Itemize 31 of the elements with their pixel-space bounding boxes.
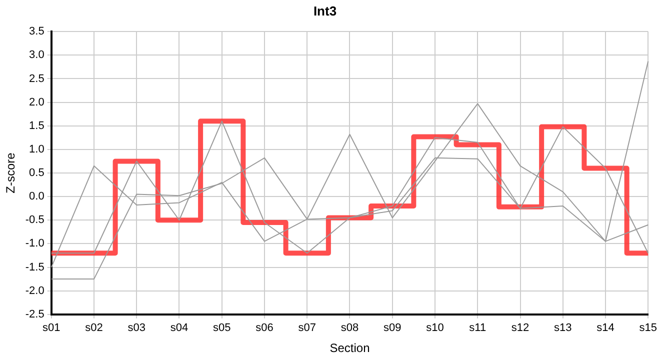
y-tick-label: -1.5 [25, 261, 44, 274]
x-tick-label: s07 [298, 322, 316, 334]
x-tick-label: s05 [212, 322, 231, 334]
y-tick-label: 2.5 [29, 72, 44, 85]
x-tick-label: s11 [469, 322, 486, 334]
x-tick-label: s04 [170, 322, 188, 334]
y-tick-label: 0.0 [29, 190, 44, 203]
y-tick-label: -1.0 [25, 238, 44, 250]
y-tick-label: 2.0 [29, 96, 44, 108]
chart-title: Int3 [313, 3, 337, 18]
x-tick-label: s10 [426, 322, 444, 334]
y-tick-label: 0.5 [29, 167, 44, 180]
x-tick-label: s01 [42, 322, 60, 334]
y-tick-label: -0.5 [25, 214, 44, 226]
y-tick-label: 3.5 [29, 26, 44, 38]
x-tick-label: s13 [554, 322, 572, 334]
x-tick-label: s15 [639, 322, 658, 334]
x-tick-label: s06 [256, 322, 274, 334]
x-tick-label: s14 [596, 322, 614, 334]
y-tick-label: -2.5 [25, 308, 44, 320]
x-tick-label: s09 [383, 322, 402, 334]
y-tick-label: 1.0 [29, 143, 44, 156]
y-tick-label: 3.0 [29, 49, 44, 62]
x-tick-label: s08 [340, 322, 359, 334]
y-tick-label: 1.5 [29, 120, 44, 132]
x-tick-label: s12 [511, 322, 530, 334]
y-tick-label: -2.0 [25, 284, 44, 297]
y-axis-title: Z-score [4, 152, 18, 194]
x-tick-label: s02 [85, 322, 103, 334]
x-tick-label: s03 [128, 322, 146, 334]
x-axis-title: Section [330, 341, 370, 356]
